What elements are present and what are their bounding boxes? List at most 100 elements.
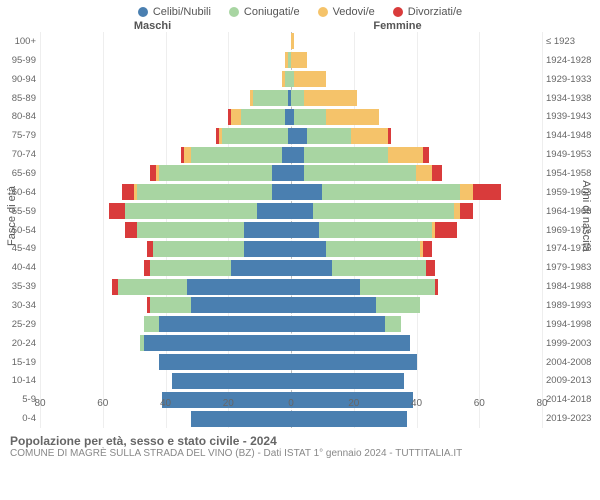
bar-segment	[460, 184, 473, 200]
legend-label: Vedovi/e	[333, 6, 375, 18]
bar-segment	[231, 260, 291, 276]
pyramid-row: 95-991924-1928	[40, 51, 542, 70]
bar-container	[40, 222, 542, 238]
bar-segment	[137, 222, 244, 238]
pyramid-row: 55-591964-1968	[40, 202, 542, 221]
birth-year-label: 1989-1993	[546, 300, 600, 311]
header-male: Maschi	[0, 20, 265, 32]
bar-container	[40, 33, 542, 49]
x-tick: 60	[97, 398, 108, 409]
bar-female	[291, 90, 542, 106]
x-tick: 40	[160, 398, 171, 409]
birth-year-label: 2019-2023	[546, 413, 600, 424]
bar-male	[40, 279, 291, 295]
bar-segment	[244, 241, 291, 257]
bar-container	[40, 52, 542, 68]
bar-segment	[322, 184, 460, 200]
bar-segment	[294, 109, 325, 125]
bar-segment	[291, 128, 307, 144]
bar-segment	[291, 203, 313, 219]
bar-female	[291, 279, 542, 295]
legend-item: Celibi/Nubili	[138, 6, 211, 18]
bar-male	[40, 184, 291, 200]
bar-segment	[291, 90, 304, 106]
bar-segment	[231, 109, 240, 125]
bar-segment	[291, 354, 417, 370]
bar-segment	[388, 128, 391, 144]
legend-swatch	[138, 7, 148, 17]
bar-segment	[191, 297, 291, 313]
bar-segment	[153, 241, 244, 257]
bar-container	[40, 279, 542, 295]
bar-segment	[326, 109, 379, 125]
bar-segment	[159, 316, 291, 332]
bar-segment	[222, 128, 288, 144]
bar-female	[291, 165, 542, 181]
bar-container	[40, 147, 542, 163]
bar-male	[40, 203, 291, 219]
birth-year-label: 1994-1998	[546, 319, 600, 330]
bar-segment	[332, 260, 426, 276]
bar-container	[40, 165, 542, 181]
bar-female	[291, 147, 542, 163]
bar-female	[291, 203, 542, 219]
legend: Celibi/NubiliConiugati/eVedovi/eDivorzia…	[0, 0, 600, 20]
bar-segment	[326, 241, 420, 257]
bar-segment	[304, 90, 357, 106]
pyramid-row: 100+≤ 1923	[40, 32, 542, 51]
birth-year-label: 1949-1953	[546, 149, 600, 160]
bar-segment	[435, 279, 438, 295]
birth-year-label: 1954-1958	[546, 168, 600, 179]
bar-segment	[473, 184, 501, 200]
bar-segment	[423, 241, 432, 257]
chart-rows: 100+≤ 192395-991924-192890-941929-193385…	[40, 32, 542, 428]
legend-item: Divorziati/e	[393, 6, 462, 18]
x-tick: 80	[34, 398, 45, 409]
chart-title: Popolazione per età, sesso e stato civil…	[10, 434, 590, 448]
pyramid-row: 15-192004-2008	[40, 353, 542, 372]
bar-container	[40, 128, 542, 144]
birth-year-label: ≤ 1923	[546, 36, 600, 47]
pyramid-row: 65-691954-1958	[40, 164, 542, 183]
age-label: 90-94	[0, 74, 36, 85]
bar-female	[291, 71, 542, 87]
bar-segment	[118, 279, 187, 295]
birth-year-label: 1934-1938	[546, 93, 600, 104]
bar-container	[40, 260, 542, 276]
pyramid-row: 40-441979-1983	[40, 258, 542, 277]
bar-container	[40, 90, 542, 106]
bar-male	[40, 33, 291, 49]
x-tick: 20	[223, 398, 234, 409]
bar-container	[40, 354, 542, 370]
age-label: 80-84	[0, 111, 36, 122]
bar-segment	[125, 203, 257, 219]
bar-male	[40, 222, 291, 238]
bar-container	[40, 335, 542, 351]
bar-male	[40, 316, 291, 332]
bar-segment	[432, 165, 441, 181]
bar-segment	[257, 203, 292, 219]
bar-male	[40, 165, 291, 181]
age-label: 35-39	[0, 281, 36, 292]
chart-footer: Popolazione per età, sesso e stato civil…	[0, 428, 600, 459]
bar-male	[40, 128, 291, 144]
pyramid-row: 75-791944-1948	[40, 126, 542, 145]
birth-year-label: 1944-1948	[546, 130, 600, 141]
bar-segment	[291, 373, 404, 389]
bar-female	[291, 222, 542, 238]
bar-container	[40, 241, 542, 257]
birth-year-label: 1959-1963	[546, 187, 600, 198]
bar-segment	[360, 279, 435, 295]
bar-male	[40, 260, 291, 276]
birth-year-label: 2004-2008	[546, 357, 600, 368]
bar-segment	[291, 147, 304, 163]
bar-segment	[253, 90, 288, 106]
bar-male	[40, 335, 291, 351]
bar-female	[291, 52, 542, 68]
bar-segment	[291, 222, 319, 238]
pyramid-chart: Fasce di età Anni di nascita 100+≤ 19239…	[0, 32, 600, 428]
bar-segment	[307, 128, 351, 144]
bar-male	[40, 241, 291, 257]
bar-male	[40, 354, 291, 370]
pyramid-row: 80-841939-1943	[40, 107, 542, 126]
